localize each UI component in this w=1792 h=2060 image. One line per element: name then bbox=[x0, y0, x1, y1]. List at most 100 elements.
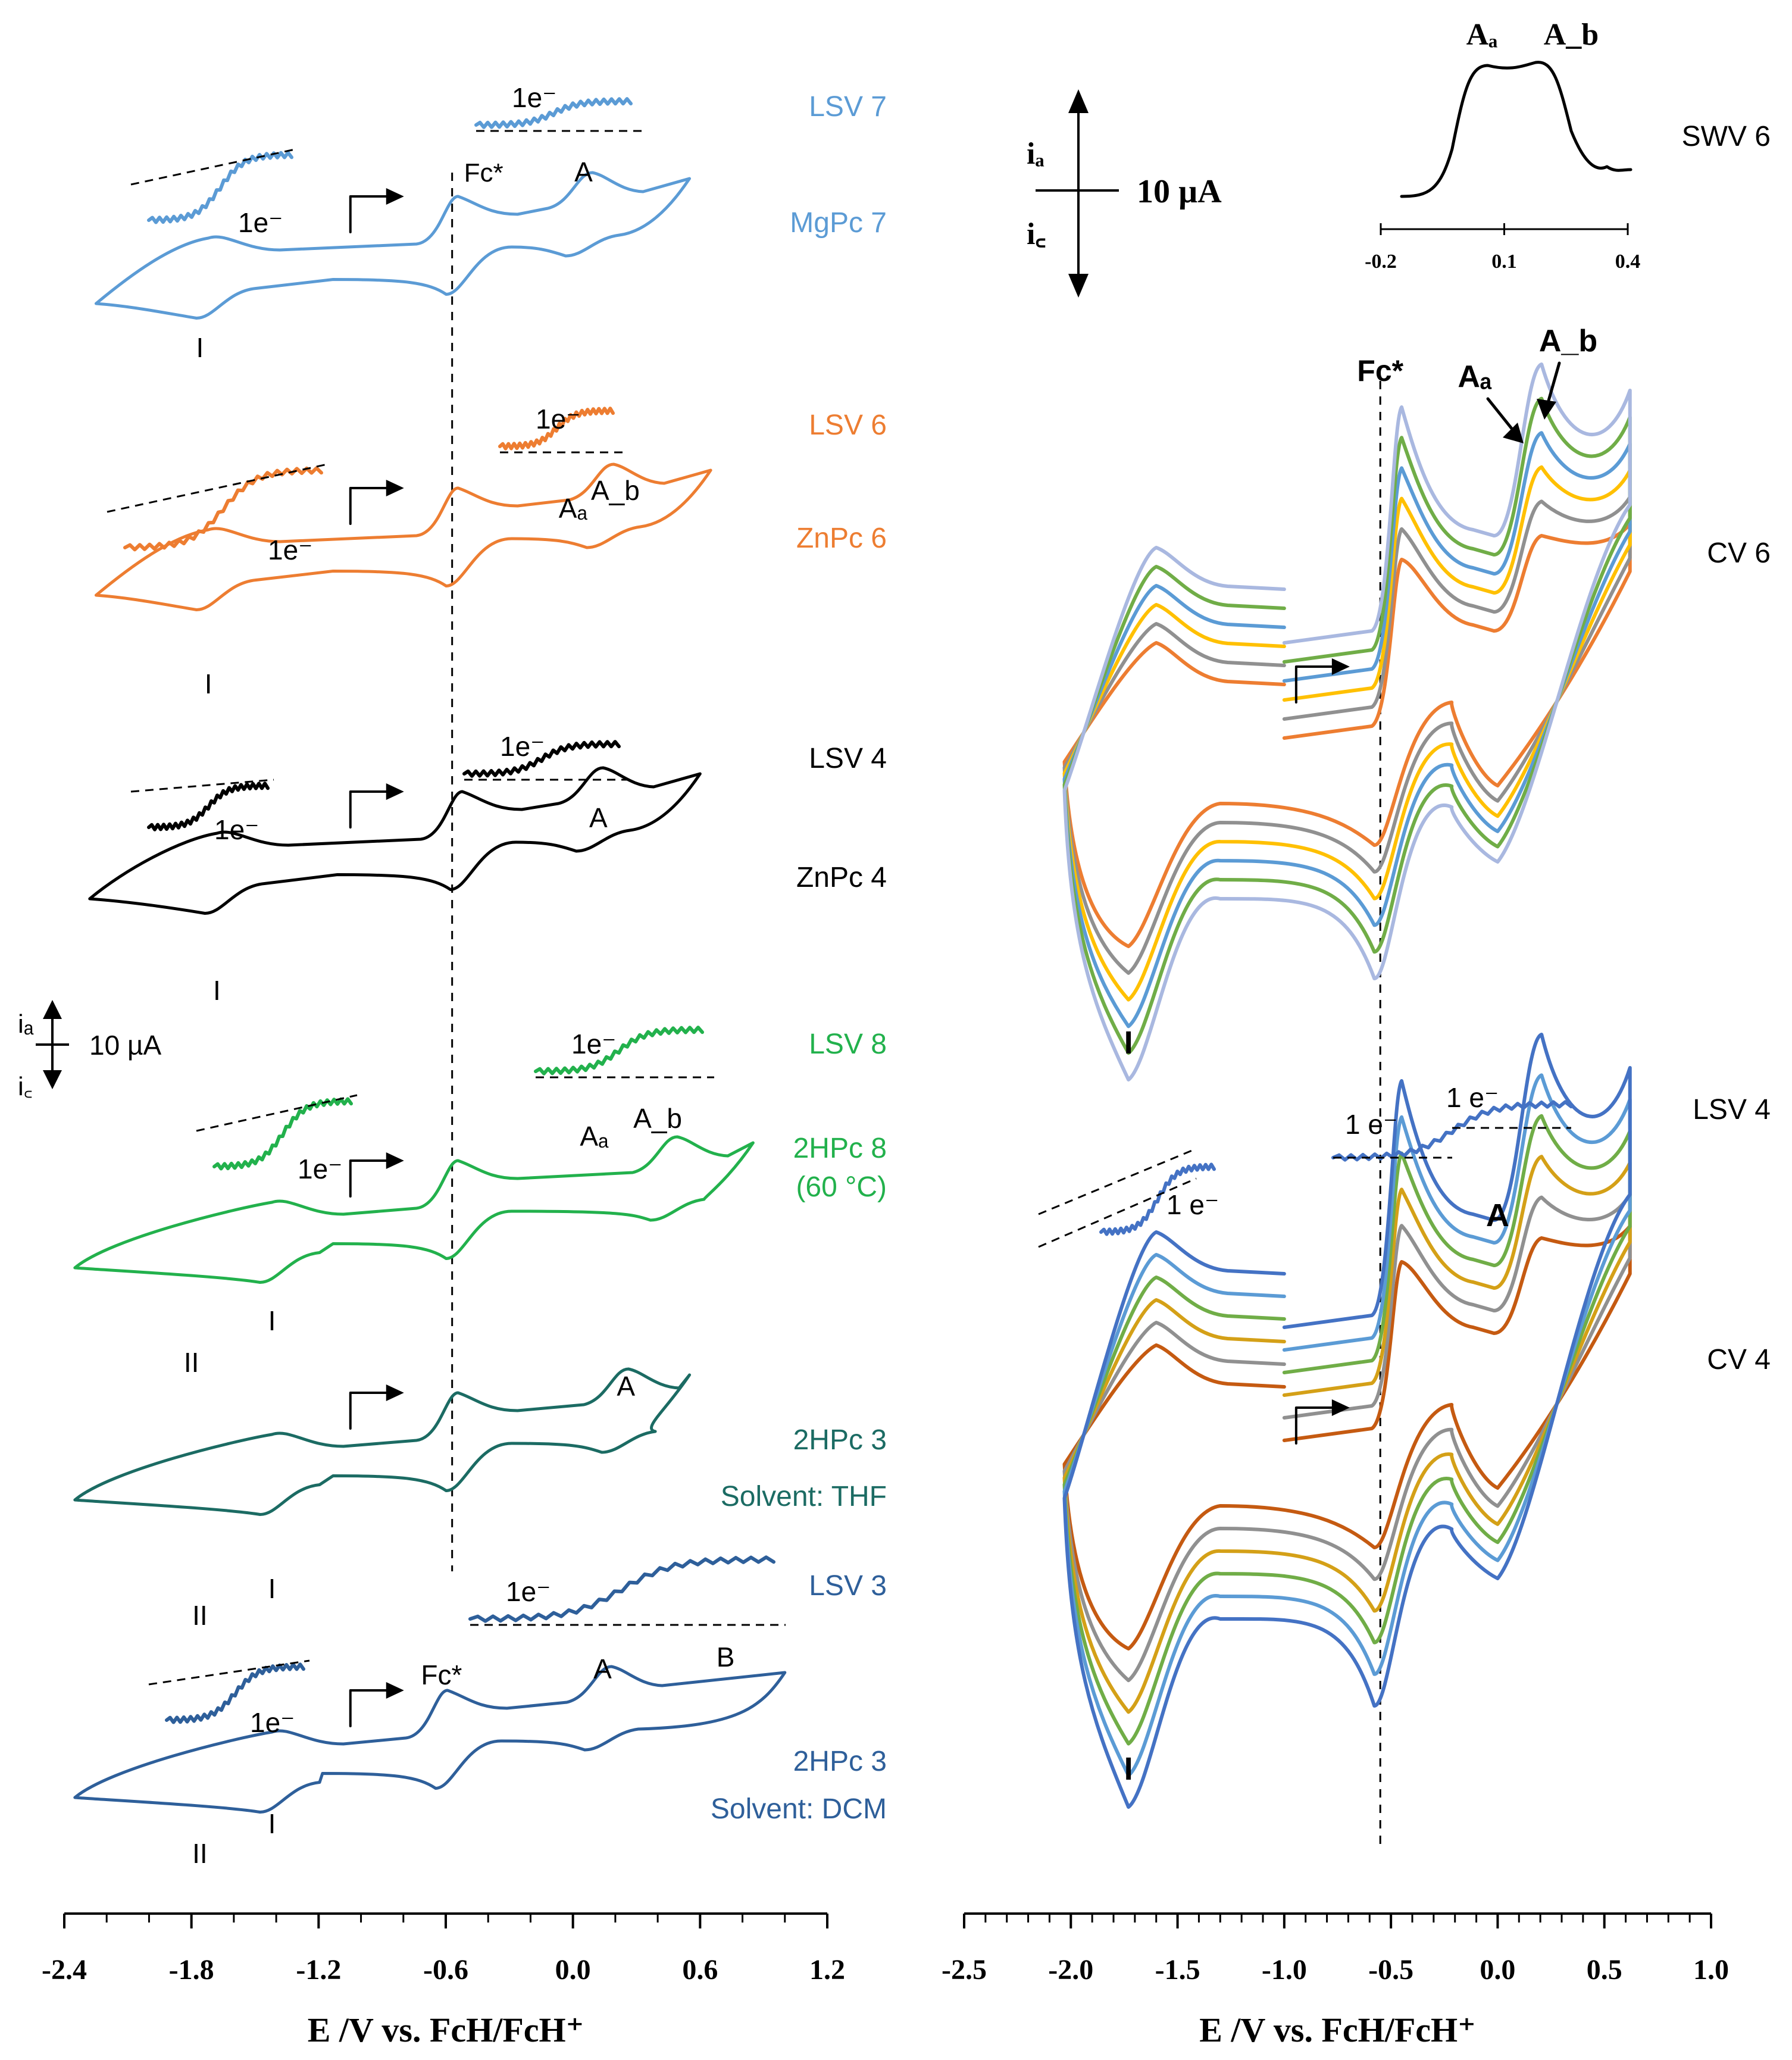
scan-direction-arrow-hpc3thf-line bbox=[349, 1392, 387, 1430]
scan-direction-arrow-hpc3dcm-head bbox=[386, 1682, 404, 1699]
label-top-znpc6: LSV 6 bbox=[809, 410, 887, 441]
left-x-tick-label-1: -1.8 bbox=[169, 1954, 214, 1986]
cv4-peak-A: A bbox=[1486, 1198, 1509, 1233]
left-x-tick-label-4: 0.0 bbox=[555, 1954, 591, 1986]
peak-label-hpc8-II: II bbox=[184, 1347, 199, 1378]
cv4-scan-arrow-head bbox=[1331, 1399, 1350, 1416]
label-main-hpc3thf: Solvent: THF bbox=[721, 1481, 887, 1512]
scan-direction-arrow-znpc6-line bbox=[349, 487, 387, 525]
peak-label-mgpc7-I: I bbox=[196, 332, 204, 363]
lsv4-right-one-e-2: 1 e⁻ bbox=[1446, 1082, 1499, 1113]
lsv-left-trace-znpc6 bbox=[123, 466, 323, 552]
scan-direction-arrow-hpc3dcm-line bbox=[349, 1689, 387, 1727]
label-top-hpc3dcm: LSV 3 bbox=[809, 1570, 887, 1602]
peak-label-hpc3dcm-II: II bbox=[192, 1838, 208, 1869]
label-top-hpc3thf: 2HPc 3 bbox=[793, 1424, 887, 1456]
label-top-hpc8: LSV 8 bbox=[809, 1029, 887, 1060]
cv-trace-znpc6 bbox=[94, 462, 712, 611]
lsv-left-guide-znpc6 bbox=[107, 463, 328, 513]
right-fc-label: Fc* bbox=[1357, 354, 1403, 387]
lsv4-left-one-e: 1 e⁻ bbox=[1166, 1189, 1219, 1220]
lsv-left-one-e-hpc3dcm: 1e⁻ bbox=[250, 1707, 295, 1738]
lsv-one-e-hpc8: 1e⁻ bbox=[571, 1029, 616, 1059]
lsv4-left-guide-1 bbox=[1038, 1177, 1197, 1248]
cv6-trace-scan-5 bbox=[1062, 362, 1632, 1081]
lsv4-left-trace bbox=[1099, 1162, 1216, 1236]
peak-label-hpc3dcm-B: B bbox=[717, 1642, 735, 1673]
right-scale-bar-up-label: iₐ bbox=[1027, 137, 1044, 171]
right-scale-bar-up-head bbox=[1068, 89, 1089, 113]
lsv-one-e-znpc4: 1e⁻ bbox=[500, 731, 545, 762]
peak-label-hpc8-I: I bbox=[268, 1305, 276, 1336]
cv4-trace-scan-5 bbox=[1062, 1033, 1632, 1809]
scan-direction-arrow-znpc4-line bbox=[349, 790, 387, 829]
peak-label-hpc3dcm-Fc: Fc* bbox=[421, 1659, 462, 1690]
left-scale-bar-down-head bbox=[43, 1070, 62, 1089]
cv-trace-znpc4 bbox=[88, 766, 702, 915]
swv-label: SWV 6 bbox=[1682, 121, 1771, 152]
right-x-tick-label-6: 0.5 bbox=[1587, 1954, 1622, 1986]
label-top-mgpc7: LSV 7 bbox=[809, 91, 887, 123]
cv6-ab-arrow-head bbox=[1537, 399, 1556, 420]
scan-direction-arrow-hpc8-head bbox=[386, 1152, 404, 1169]
scan-direction-arrow-znpc6-head bbox=[386, 480, 404, 496]
peak-label-hpc3dcm-I: I bbox=[268, 1808, 276, 1839]
left-x-tick-label-6: 1.2 bbox=[809, 1954, 845, 1986]
peak-label-znpc6-Ab: A_b bbox=[591, 475, 640, 506]
swv-peak-ab: A_b bbox=[1544, 18, 1599, 52]
peak-label-znpc6-I: I bbox=[205, 668, 212, 699]
label-main-hpc3dcm: 2HPc 3 bbox=[793, 1746, 887, 1777]
lsv-left-one-e-mgpc7: 1e⁻ bbox=[238, 207, 283, 238]
right-scale-bar-value: 10 µA bbox=[1137, 173, 1222, 210]
left-x-tick-label-2: -1.2 bbox=[296, 1954, 341, 1986]
peak-label-mgpc7-A: A bbox=[574, 157, 593, 187]
swv-tick-label-2: 0.4 bbox=[1615, 251, 1641, 273]
label-main-mgpc7: MgPc 7 bbox=[790, 207, 887, 239]
swv-tick-label-0: -0.2 bbox=[1365, 251, 1397, 273]
left-x-tick-label-0: -2.4 bbox=[42, 1954, 87, 1986]
lsv-trace-hpc8 bbox=[534, 1026, 704, 1076]
cv6-peak-Ab: A_b bbox=[1539, 324, 1597, 358]
right-x-tick-label-3: -1.0 bbox=[1262, 1954, 1307, 1986]
peak-label-znpc4-I: I bbox=[213, 975, 221, 1006]
cv-trace-mgpc7 bbox=[94, 171, 692, 320]
right-x-axis-label: E /V vs. FcH/FcH⁺ bbox=[1199, 2011, 1476, 2049]
label-top-znpc4: LSV 4 bbox=[809, 743, 887, 774]
lsv-one-e-hpc3dcm: 1e⁻ bbox=[506, 1576, 551, 1607]
cv6-aa-arrow-head bbox=[1503, 423, 1524, 443]
left-fc-label: Fc* bbox=[464, 158, 503, 187]
lsv4-right-one-e-1: 1 e⁻ bbox=[1345, 1109, 1397, 1140]
lsv-one-e-znpc6: 1e⁻ bbox=[536, 404, 580, 434]
lsv-left-guide-mgpc7 bbox=[130, 148, 298, 186]
cv6-scan-arrow-line bbox=[1294, 665, 1333, 704]
cv-trace-hpc3dcm bbox=[73, 1665, 787, 1814]
cv4-peak-I: I bbox=[1124, 1751, 1133, 1787]
left-scale-bar-down-label: i꜀ bbox=[18, 1072, 33, 1101]
peak-label-hpc3thf-II: II bbox=[192, 1600, 208, 1631]
label-hpc3-dcm: Solvent: DCM bbox=[711, 1793, 887, 1825]
lsv-left-trace-znpc4 bbox=[147, 782, 270, 831]
left-x-tick-label-3: -0.6 bbox=[423, 1954, 468, 1986]
scan-direction-arrow-hpc8-line bbox=[349, 1159, 387, 1198]
right-x-tick-label-4: -0.5 bbox=[1368, 1954, 1413, 1986]
swv-trace bbox=[1400, 61, 1632, 198]
right-x-tick-label-1: -2.0 bbox=[1048, 1954, 1093, 1986]
label-main-znpc4: ZnPc 4 bbox=[796, 862, 887, 893]
right-x-tick-label-0: -2.5 bbox=[942, 1954, 987, 1986]
right-scale-bar-down-head bbox=[1068, 274, 1089, 298]
scan-direction-arrow-hpc3thf-head bbox=[386, 1384, 404, 1401]
lsv-trace-znpc4 bbox=[462, 740, 621, 778]
right-scale-bar-down-label: i꜀ bbox=[1027, 217, 1046, 251]
cv4-label: CV 4 bbox=[1707, 1344, 1771, 1376]
cv6-peak-I: I bbox=[1124, 1025, 1133, 1061]
cv6-aa-arrow-line bbox=[1486, 397, 1513, 430]
lsv-left-one-e-znpc6: 1e⁻ bbox=[268, 534, 312, 565]
swv-tick-label-1: 0.1 bbox=[1491, 251, 1517, 273]
lsv-trace-mgpc7 bbox=[474, 97, 633, 129]
label-main-hpc8: 2HPc 8 bbox=[793, 1133, 887, 1164]
lsv-left-trace-mgpc7 bbox=[147, 151, 293, 224]
lsv4-right-trace bbox=[1331, 1100, 1573, 1162]
peak-label-hpc8-Ab: A_b bbox=[633, 1103, 682, 1134]
lsv-trace-hpc3dcm bbox=[468, 1555, 775, 1623]
